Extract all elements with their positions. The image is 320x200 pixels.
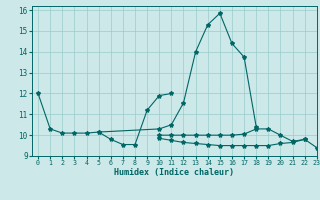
X-axis label: Humidex (Indice chaleur): Humidex (Indice chaleur) <box>115 168 234 177</box>
